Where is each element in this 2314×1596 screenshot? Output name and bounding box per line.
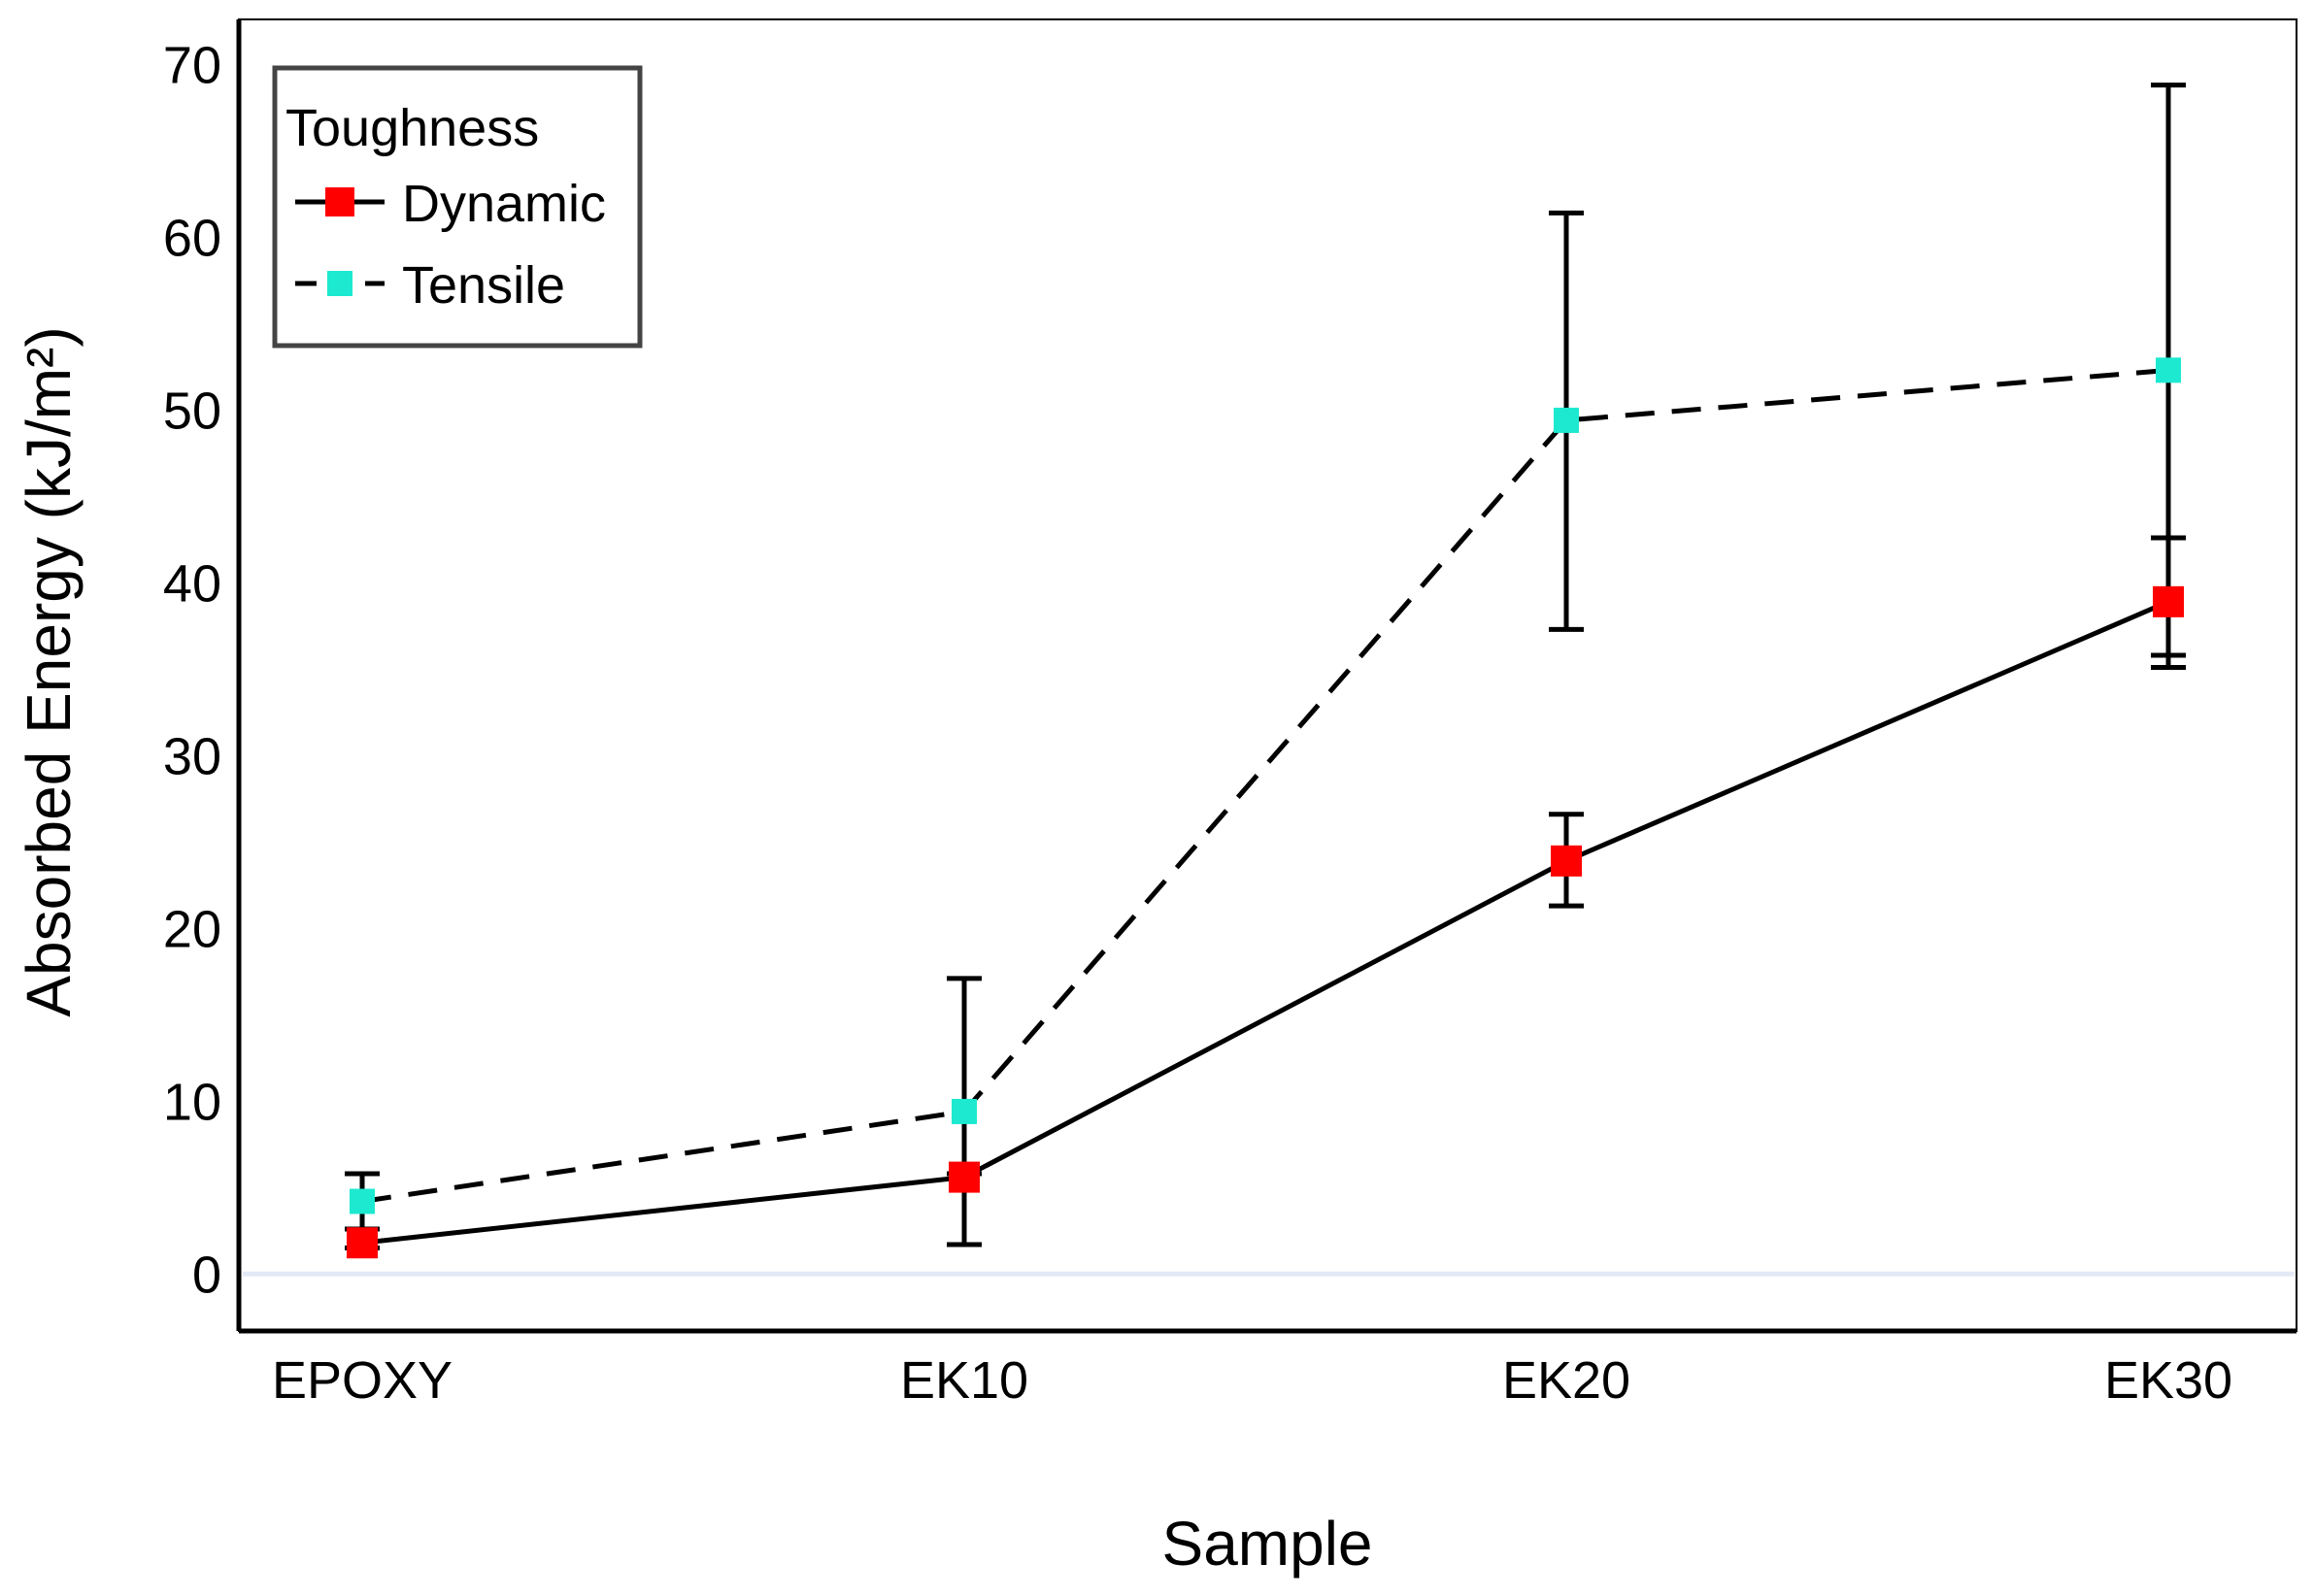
data-markers: [347, 357, 2184, 1259]
y-tick-label: 10: [163, 1073, 221, 1131]
y-axis-title: Absorbed Energy (kJ/m²): [14, 326, 84, 1016]
marker-dynamic: [347, 1227, 378, 1259]
y-tick-label: 30: [163, 727, 221, 785]
legend-label-tensile: Tensile: [402, 256, 565, 315]
y-tick-label: 50: [163, 382, 221, 440]
x-tick-labels: EPOXY EK10 EK20 EK30: [272, 1351, 2232, 1410]
legend-marker-tensile: [327, 271, 352, 296]
x-tick-label: EK10: [900, 1351, 1028, 1410]
x-tick-label: EK30: [2104, 1351, 2232, 1410]
y-tick-label: 20: [163, 900, 221, 958]
legend: Toughness Dynamic Tensile: [272, 65, 643, 349]
x-axis-title: Sample: [1162, 1509, 1373, 1579]
marker-tensile: [2156, 357, 2181, 383]
series-line-tensile: [361, 367, 2169, 1204]
marker-dynamic: [1551, 845, 1582, 877]
legend-item-dynamic: Dynamic: [295, 175, 606, 233]
y-tick-label: 60: [163, 209, 221, 267]
y-tick-label: 70: [163, 36, 221, 94]
x-tick-label: EPOXY: [272, 1351, 453, 1410]
marker-dynamic: [2153, 585, 2184, 617]
marker-tensile: [1554, 407, 1579, 433]
legend-title: Toughness: [285, 99, 539, 157]
series-lines: [361, 367, 2169, 1246]
x-tick-label: EK20: [1502, 1351, 1630, 1410]
legend-item-tensile: Tensile: [295, 256, 565, 315]
series-line-dynamic: [361, 599, 2169, 1246]
marker-dynamic: [949, 1161, 980, 1193]
y-tick-labels: 0 10 20 30 40 50 60 70: [163, 36, 221, 1304]
legend-marker-dynamic: [325, 187, 354, 216]
legend-items: Dynamic Tensile: [295, 175, 606, 315]
marker-tensile: [952, 1098, 977, 1124]
legend-label-dynamic: Dynamic: [402, 175, 606, 233]
y-tick-label: 40: [163, 554, 221, 613]
y-tick-label: 0: [192, 1246, 221, 1304]
marker-tensile: [350, 1188, 375, 1214]
